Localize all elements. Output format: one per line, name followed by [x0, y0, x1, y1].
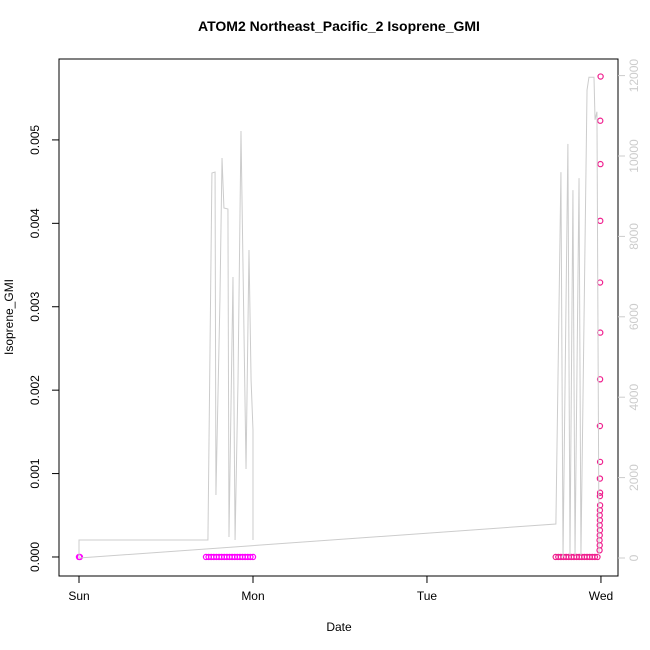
y2-tick-label: 4000 [627, 384, 641, 411]
point [596, 489, 604, 496]
y-tick-label: 0.003 [28, 291, 42, 321]
point [596, 422, 604, 430]
point [597, 73, 604, 80]
point [249, 553, 257, 561]
x-tick-label: Wed [589, 589, 613, 603]
point [597, 160, 604, 168]
x-tick-label: Tue [417, 589, 438, 603]
point [76, 553, 84, 561]
y2-tick-label: 8000 [627, 223, 641, 250]
point [596, 547, 603, 554]
y2-tick-label: 0 [627, 554, 641, 561]
point [597, 217, 604, 225]
line [78, 76, 600, 559]
y2-tick-label: 2000 [627, 464, 641, 491]
y-tick-label: 0.005 [28, 125, 42, 155]
point [594, 553, 601, 561]
x-tick-label: Sun [68, 589, 89, 603]
plot-frame [58, 58, 619, 577]
point [597, 117, 604, 124]
y-tick-label: 0.000 [28, 542, 42, 572]
point [596, 475, 604, 482]
y-axis-label: Isoprene_GMI [2, 279, 16, 355]
y-tick-label: 0.001 [28, 458, 42, 488]
x-tick-label: Mon [241, 589, 264, 603]
point [596, 492, 604, 500]
y2-tick-label: 6000 [627, 303, 641, 330]
point [596, 376, 604, 383]
y2-tick-label: 12000 [627, 59, 641, 93]
point [591, 553, 599, 561]
y-tick-label: 0.002 [28, 375, 42, 405]
point [596, 458, 604, 466]
chart-title: ATOM2 Northeast_Pacific_2 Isoprene_GMI [198, 18, 480, 34]
point [247, 553, 254, 561]
y2-tick-label: 10000 [627, 139, 641, 173]
y-tick-label: 0.004 [28, 208, 42, 238]
x-axis-label: Date [326, 620, 352, 634]
